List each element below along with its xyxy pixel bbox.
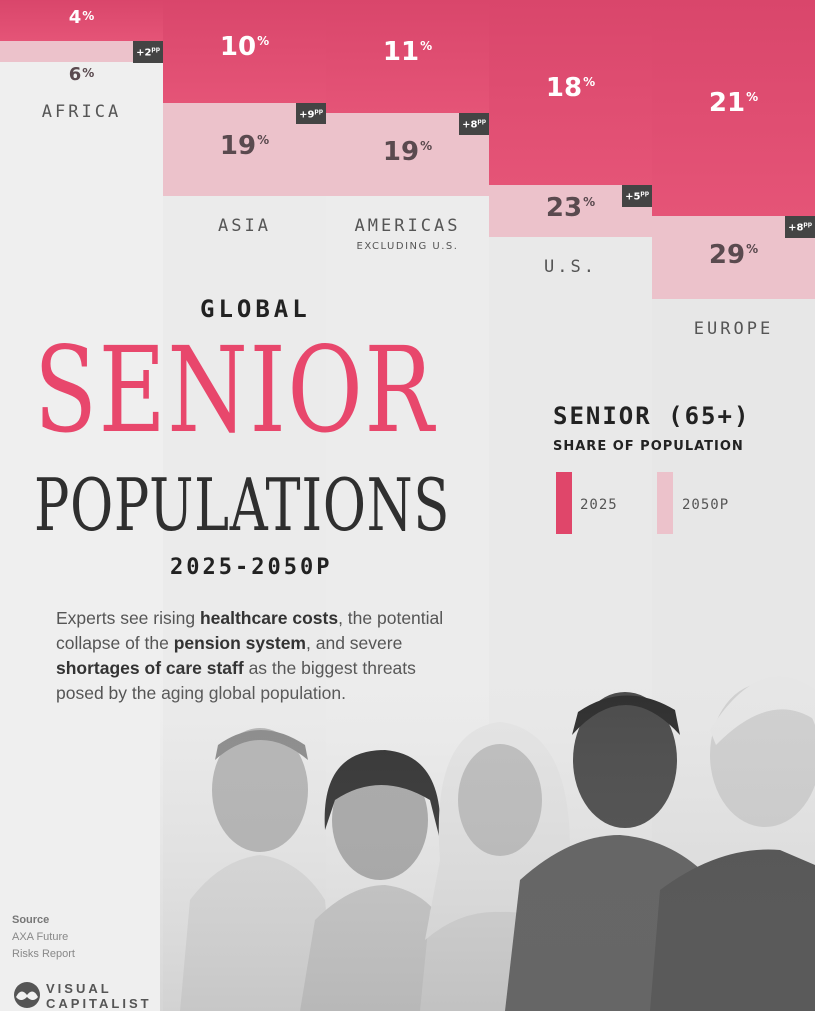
bar-2025 xyxy=(326,0,489,114)
legend-label-2025: 2025 xyxy=(580,497,618,513)
legend-swatch-2025 xyxy=(556,472,572,534)
change-badge: +2pp xyxy=(133,41,163,63)
bar-2025 xyxy=(652,0,815,217)
value-label-2050: 29% xyxy=(708,239,759,270)
region-sublabel: EXCLUDING U.S. xyxy=(356,240,459,252)
legend-label-2050: 2050P xyxy=(682,497,730,513)
title-populations: POPULATIONS xyxy=(34,463,451,547)
visual-capitalist-logo-icon xyxy=(14,982,40,1008)
brand-name: VISUAL CAPITALIST xyxy=(46,981,152,1011)
description-bold-1: healthcare costs xyxy=(199,608,339,628)
legend-swatch-2050 xyxy=(657,472,673,534)
title-senior: SENIOR xyxy=(34,321,436,459)
value-label-2050: 19% xyxy=(219,131,270,162)
value-label-2025: 18% xyxy=(545,72,596,103)
region-label: U.S. xyxy=(544,256,597,277)
bar-2050 xyxy=(0,41,163,62)
value-label-2025: 11% xyxy=(382,36,433,67)
value-label-2025: 10% xyxy=(219,31,270,62)
seniors-photo xyxy=(160,650,815,1011)
region-label: AMERICAS xyxy=(354,215,461,236)
title-years: 2025-2050P xyxy=(170,555,333,580)
brand-line-2: CAPITALIST xyxy=(46,996,152,1011)
brand-line-1: VISUAL xyxy=(46,981,112,996)
value-label-2050: 23% xyxy=(545,193,596,224)
change-badge: +9pp xyxy=(296,103,326,125)
column-africa: +2pp 4% 6% AFRICA xyxy=(0,0,163,1011)
description-text-1: Experts see rising xyxy=(56,608,200,628)
bar-2025 xyxy=(0,0,163,42)
source-label: Source xyxy=(12,914,50,926)
source-line-1: AXA Future xyxy=(12,931,69,943)
region-label: AFRICA xyxy=(41,101,122,122)
change-badge: +8pp xyxy=(459,113,489,135)
bar-2025 xyxy=(489,0,652,186)
region-label: EUROPE xyxy=(693,318,774,339)
source-line-2: Risks Report xyxy=(12,948,75,960)
value-label-2050: 19% xyxy=(382,136,433,167)
title-global: GLOBAL xyxy=(200,295,311,323)
legend-subtitle: SHARE OF POPULATION xyxy=(553,439,744,454)
region-label: ASIA xyxy=(218,215,271,236)
description-text-3: , and severe xyxy=(306,633,403,653)
value-label-2025: 21% xyxy=(708,88,759,119)
change-badge: +8pp xyxy=(785,216,815,238)
value-label-2025: 4% xyxy=(68,6,95,28)
change-badge: +5pp xyxy=(622,185,652,207)
description-text-2: , the potential collapse of the xyxy=(56,608,444,653)
bar-2025 xyxy=(163,0,326,103)
source-note: Source AXA Future Risks Report xyxy=(12,912,75,963)
legend-title: SENIOR (65+) xyxy=(553,402,751,430)
value-label-2050: 6% xyxy=(68,63,95,85)
description-bold-2: pension system xyxy=(173,633,306,653)
